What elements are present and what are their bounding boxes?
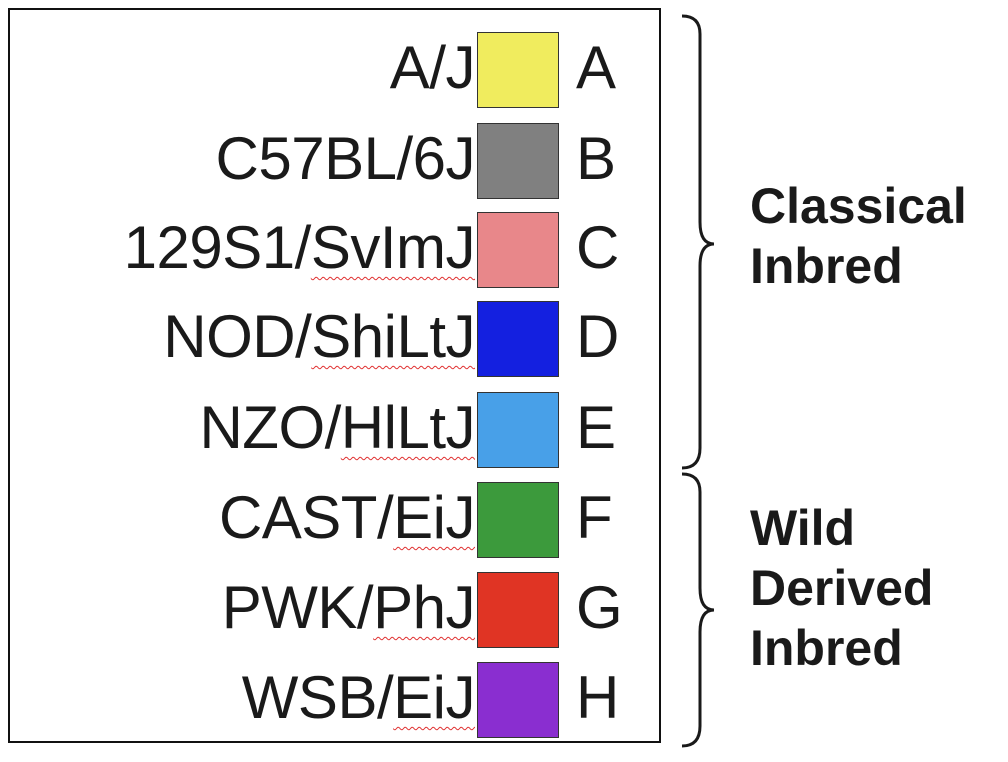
legend-row-nzo: NZO/HlLtJ E — [10, 386, 663, 470]
group-label-line: Inbred — [750, 620, 903, 676]
legend-row-nod: NOD/ShiLtJ D — [10, 295, 663, 379]
color-swatch — [477, 301, 559, 377]
legend-row-aj: A/J A — [10, 26, 663, 110]
strain-name-label: C57BL/6J — [215, 125, 476, 192]
strain-code-label: B — [576, 125, 617, 192]
strain-code-label: F — [576, 484, 613, 551]
group-label-classical-inbred: Classical Inbred — [750, 176, 967, 296]
color-swatch — [477, 123, 559, 199]
strain-code-label: E — [576, 394, 617, 461]
strain-name-label: NZO/HlLtJ — [199, 394, 475, 461]
group-label-line: Wild — [750, 500, 856, 556]
legend-row-c57bl6j: C57BL/6J B — [10, 117, 663, 201]
color-swatch — [477, 572, 559, 648]
group-brackets — [681, 14, 715, 748]
group-label-line: Derived — [750, 560, 934, 616]
strain-code-label: H — [576, 664, 620, 731]
legend-row-129s1: 129S1/SvImJ C — [10, 206, 663, 290]
strain-name-label: WSB/EiJ — [241, 664, 476, 731]
group-label-line: Inbred — [750, 238, 903, 294]
strain-code-label: A — [576, 34, 617, 101]
group-label-wild-derived-inbred: Wild Derived Inbred — [750, 498, 933, 678]
legend-row-cast: CAST/EiJ F — [10, 476, 663, 560]
strain-code-label: C — [576, 214, 620, 281]
strain-legend-box: A/J A C57BL/6J B 129S1/SvImJ C NOD/ShiLt… — [8, 8, 661, 743]
strain-name-label: CAST/EiJ — [218, 484, 476, 551]
group-label-line: Classical — [750, 178, 967, 234]
color-swatch — [477, 212, 559, 288]
strain-name-label: NOD/ShiLtJ — [163, 303, 475, 370]
strain-code-label: D — [576, 303, 620, 370]
strain-name-label: PWK/PhJ — [221, 574, 476, 641]
wild-derived-inbred-bracket — [681, 472, 715, 748]
color-swatch — [477, 392, 559, 468]
strain-name-label: 129S1/SvImJ — [123, 214, 476, 281]
strain-name-label: A/J — [389, 34, 476, 101]
color-swatch — [477, 662, 559, 738]
color-swatch — [477, 32, 559, 108]
legend-row-wsb: WSB/EiJ H — [10, 656, 663, 740]
strain-code-label: G — [576, 574, 623, 641]
classical-inbred-bracket — [681, 14, 715, 470]
legend-row-pwk: PWK/PhJ G — [10, 566, 663, 650]
color-swatch — [477, 482, 559, 558]
